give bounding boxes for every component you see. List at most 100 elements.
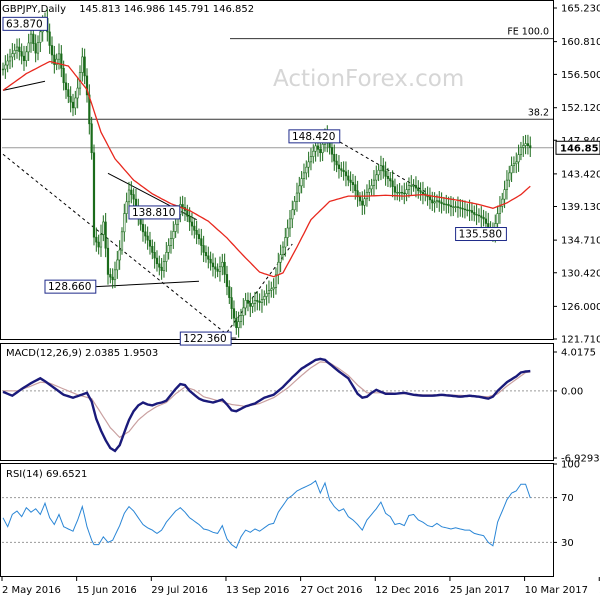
- candle-body: [11, 53, 14, 58]
- candle-body: [104, 221, 107, 249]
- candle-body: [211, 262, 215, 268]
- candle-body: [309, 156, 313, 163]
- x-tick-label: 13 Sep 2016: [226, 585, 289, 596]
- candle-body: [151, 245, 154, 253]
- candle-body: [48, 31, 51, 46]
- candle-body: [517, 154, 520, 163]
- rsi-tick-label: 30: [561, 538, 574, 549]
- candle-body: [97, 241, 100, 248]
- candle-body: [249, 303, 252, 307]
- candle-body: [160, 266, 163, 271]
- candle-body: [67, 89, 70, 97]
- candle-body: [526, 143, 530, 147]
- candle-body: [484, 218, 488, 224]
- y-tick-label: 139.130: [561, 202, 600, 213]
- rsi-header: RSI(14) 69.6521: [6, 469, 87, 480]
- rsi-tick-label: 70: [561, 493, 574, 504]
- candle-body: [102, 221, 105, 235]
- macd-tick-label: 0.00: [561, 386, 583, 397]
- candle-body: [482, 217, 485, 220]
- candle-body: [90, 123, 93, 154]
- candle-body: [239, 315, 243, 322]
- candle-body: [81, 56, 84, 73]
- candle-body: [319, 149, 322, 154]
- annotation-label: 122.360: [183, 333, 226, 345]
- candle-body: [148, 239, 152, 247]
- candle-body: [410, 185, 413, 187]
- candle-body: [417, 187, 420, 192]
- candle-body: [188, 215, 191, 223]
- y-tick-label: 130.420: [561, 268, 600, 279]
- candle-body: [204, 252, 208, 257]
- candle-body: [120, 231, 124, 251]
- annotation-box: [44, 279, 97, 294]
- candle-body: [200, 238, 203, 246]
- symbol-label: GBPJPY,Daily: [2, 4, 66, 15]
- candle-body: [214, 266, 217, 270]
- candle-body: [375, 174, 378, 181]
- candle-body: [235, 317, 238, 328]
- candle-body: [454, 206, 457, 208]
- y-tick-label: 134.710: [561, 236, 600, 247]
- candle-body: [246, 299, 250, 304]
- price-plot: FE 100.0 38.2 63.870 148.420 138.810 128.660 1…: [1, 8, 553, 346]
- candle-body: [260, 299, 264, 303]
- candle-body: [356, 190, 359, 198]
- candle-body: [501, 198, 504, 207]
- candle-body: [62, 68, 65, 84]
- candle-body: [449, 205, 453, 208]
- candle-body: [419, 190, 422, 193]
- candle-body: [396, 191, 399, 194]
- candle-body: [267, 290, 271, 294]
- candle-body: [25, 51, 28, 62]
- candle-body: [76, 87, 79, 99]
- annotation-box: [179, 331, 232, 346]
- axes: 165.230160.810156.500152.120147.840143.4…: [1, 4, 600, 596]
- y-tick-label: 160.810: [561, 37, 600, 48]
- candle-body: [13, 50, 16, 54]
- candle-body: [20, 51, 23, 57]
- candle-body: [34, 43, 37, 54]
- candle-body: [165, 252, 168, 262]
- candle-body: [8, 56, 12, 62]
- candle-body: [158, 263, 161, 268]
- trendline: [96, 280, 199, 288]
- macd-tick-label: -6.9293: [561, 454, 600, 465]
- candle-body: [272, 287, 275, 290]
- current-price-label: 146.852: [560, 143, 600, 154]
- candle-body: [230, 297, 233, 309]
- annotation-label: 138.810: [132, 207, 175, 219]
- candle-body: [146, 235, 149, 241]
- y-tick-label: 152.120: [561, 103, 600, 114]
- macd-line: [2, 357, 531, 453]
- candle-body: [370, 185, 373, 190]
- candle-body: [113, 269, 117, 281]
- macd-header: MACD(12,26,9) 2.0385 1.9503: [6, 348, 158, 359]
- candle-body: [130, 189, 133, 195]
- candle-body: [407, 185, 411, 190]
- candle-body: [263, 296, 266, 300]
- candle-body: [312, 150, 315, 157]
- price-panel-frame: [0, 0, 554, 340]
- watermark: ActionForex.com: [273, 66, 464, 92]
- candle-body: [368, 188, 371, 193]
- candle-body: [363, 198, 366, 206]
- candle-body: [300, 178, 303, 187]
- candle-body: [461, 207, 464, 210]
- candle-body: [510, 165, 513, 174]
- candle-body: [384, 170, 387, 177]
- candle-body: [55, 58, 58, 65]
- candle-body: [253, 299, 257, 304]
- candle-body: [181, 204, 184, 208]
- y-tick-label: 143.420: [561, 169, 600, 180]
- candle-body: [302, 172, 306, 179]
- candle-body: [284, 237, 287, 248]
- candle-body: [475, 214, 478, 216]
- candle-body: [414, 185, 418, 189]
- candle-body: [295, 192, 299, 202]
- candle-body: [524, 143, 527, 146]
- candle-body: [440, 201, 443, 204]
- candle-body: [293, 201, 296, 211]
- candle-body: [74, 97, 77, 109]
